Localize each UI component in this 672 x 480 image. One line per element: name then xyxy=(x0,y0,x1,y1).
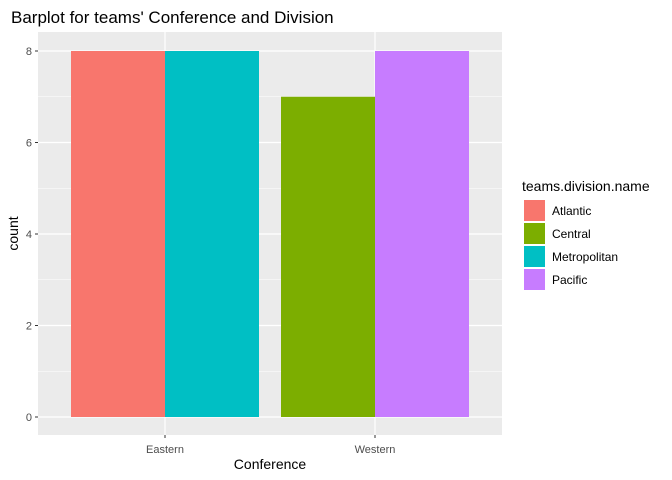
chart-title: Barplot for teams' Conference and Divisi… xyxy=(11,8,334,27)
legend-key-atlantic xyxy=(524,200,545,221)
legend-key-pacific xyxy=(524,269,545,290)
x-tick-label: Western xyxy=(355,444,396,456)
y-tick-label: 4 xyxy=(26,229,32,241)
legend-label-central: Central xyxy=(552,227,591,241)
bar-eastern-atlantic xyxy=(71,51,165,417)
legend-label-metropolitan: Metropolitan xyxy=(552,250,618,264)
y-tick-label: 6 xyxy=(26,138,32,150)
y-tick-label: 8 xyxy=(26,46,32,58)
legend-key-metropolitan xyxy=(524,246,545,267)
legend-label-atlantic: Atlantic xyxy=(552,204,591,218)
y-tick-label: 0 xyxy=(26,412,32,424)
legend: teams.division.name Atlantic Central Metro… xyxy=(522,178,650,290)
bar-western-pacific xyxy=(375,51,469,417)
y-tick-label: 2 xyxy=(26,321,32,333)
bar-eastern-metropolitan xyxy=(165,51,259,417)
legend-label-pacific: Pacific xyxy=(552,273,587,287)
legend-items: Atlantic Central Metropolitan Pacific xyxy=(524,200,618,290)
x-axis-title: Conference xyxy=(234,456,307,472)
x-axis: Eastern Western xyxy=(146,435,395,456)
legend-title: teams.division.name xyxy=(522,178,650,194)
bars-group xyxy=(71,51,469,417)
legend-key-central xyxy=(524,223,545,244)
y-axis-title: count xyxy=(5,216,21,250)
bar-western-central xyxy=(281,96,375,417)
y-axis: 0 2 4 6 8 xyxy=(26,46,38,424)
x-tick-label: Eastern xyxy=(146,444,184,456)
